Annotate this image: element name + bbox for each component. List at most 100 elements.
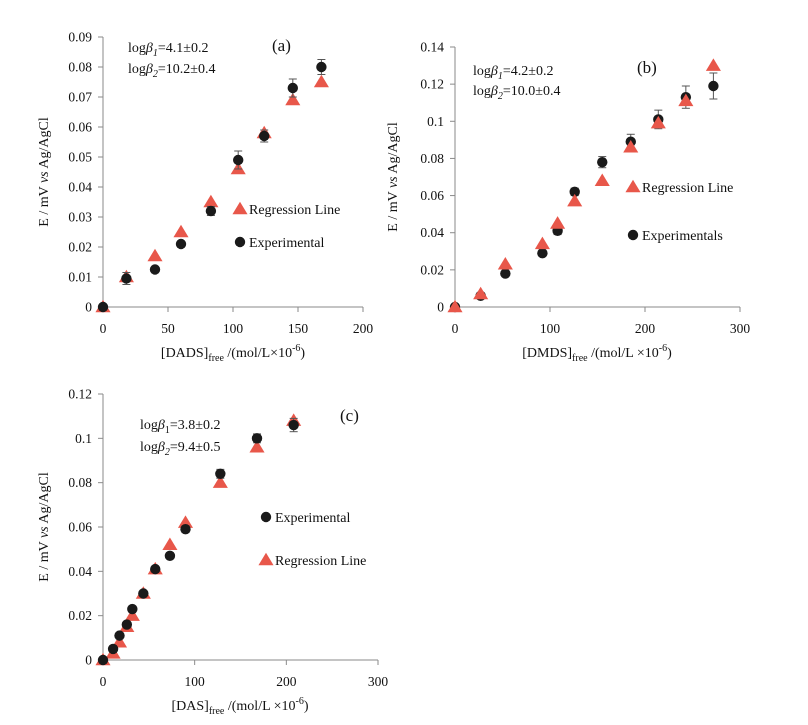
data-point-circle	[233, 154, 244, 166]
y-tick-label: 0.06	[68, 520, 92, 535]
data-point-triangle	[705, 58, 721, 71]
data-point-circle	[164, 550, 176, 562]
data-point-circle	[149, 264, 161, 275]
data-point-circle	[288, 419, 299, 431]
data-point-circle	[287, 82, 298, 94]
y-tick-label: 0.04	[68, 564, 92, 579]
data-point-circle	[708, 80, 719, 92]
data-point-circle	[97, 654, 109, 666]
panel-label: (c)	[340, 406, 359, 425]
x-tick-label: 200	[276, 674, 297, 689]
data-point-circle	[205, 205, 217, 217]
y-tick-label: 0	[437, 300, 444, 315]
data-point-circle	[259, 130, 270, 142]
legend-label: Experimentals	[642, 229, 723, 244]
x-tick-label: 0	[100, 674, 107, 689]
x-tick-label: 0	[100, 321, 107, 336]
data-point-circle	[121, 273, 132, 284]
data-point-triangle	[678, 93, 694, 107]
y-tick-label: 0.02	[68, 240, 92, 255]
data-point-triangle	[212, 475, 228, 488]
x-tick-label: 300	[368, 674, 389, 689]
x-axis-label: [DMDS]free /(mol/L ×10-6)	[522, 343, 672, 364]
y-tick-label: 0.09	[68, 30, 92, 45]
y-tick-label: 0.05	[68, 150, 92, 165]
x-tick-label: 0	[452, 321, 459, 336]
data-point-circle	[150, 563, 161, 575]
y-tick-label: 0.07	[68, 90, 92, 105]
y-tick-label: 0.06	[68, 120, 92, 135]
legend-marker-triangle	[258, 552, 274, 566]
annotation-line-2: logβ2=10.0±0.4	[473, 84, 560, 102]
data-point-triangle	[534, 236, 550, 250]
y-axis-label: E / mV vs Ag/AgCl	[386, 122, 401, 232]
data-point-triangle	[497, 257, 513, 270]
y-tick-label: 0.1	[427, 114, 444, 129]
y-tick-label: 0.06	[420, 188, 444, 203]
y-tick-label: 0	[85, 300, 92, 315]
data-point-circle	[215, 468, 226, 479]
annotation-line-1: logβ1=3.8±0.2	[140, 418, 220, 436]
data-point-circle	[500, 268, 511, 279]
chart-panel-3: 0 0.02 0.04 0.06 0.08 0.1 0.12 0 100 200 300 E / mV…	[37, 387, 388, 718]
x-tick-label: 150	[288, 321, 309, 336]
chart-panel-2: 0 0.02 0.04 0.06 0.08 0.1 0.12 0.14 0 100 200 300 E …	[386, 40, 750, 365]
data-point-circle	[127, 603, 138, 615]
x-tick-label: 100	[185, 674, 206, 689]
data-point-circle	[107, 643, 119, 655]
data-point-triangle	[285, 92, 301, 106]
data-point-circle	[316, 61, 327, 73]
data-point-triangle	[594, 173, 610, 186]
data-point-circle	[175, 238, 187, 250]
data-point-circle	[597, 156, 608, 168]
data-point-triangle	[473, 286, 489, 300]
y-tick-label: 0.1	[75, 431, 92, 446]
x-tick-label: 300	[730, 321, 751, 336]
data-point-triangle	[623, 140, 639, 153]
y-tick-label: 0.04	[420, 225, 444, 240]
legend-label: Experimental	[275, 511, 351, 526]
data-point-triangle	[567, 193, 583, 207]
data-point-triangle	[313, 74, 329, 88]
series-triangle	[447, 58, 721, 313]
legend-marker-triangle	[625, 179, 641, 193]
panel-label: (a)	[272, 36, 291, 55]
annotation-line-1: logβ1=4.2±0.2	[473, 64, 553, 82]
data-point-circle	[97, 301, 109, 313]
data-point-circle	[537, 247, 548, 259]
y-tick-label: 0.02	[68, 608, 92, 623]
panel-label: (b)	[637, 58, 657, 77]
data-point-triangle	[550, 216, 566, 229]
legend-marker-circle	[260, 511, 272, 523]
y-tick-label: 0.08	[68, 475, 92, 490]
annotation-line-2: logβ2=10.2±0.4	[128, 62, 215, 80]
data-point-triangle	[650, 115, 666, 129]
x-tick-label: 50	[161, 321, 175, 336]
legend-marker-circle	[627, 229, 639, 241]
data-point-circle	[138, 588, 149, 599]
data-point-circle	[180, 524, 191, 535]
annotation-line-1: logβ1=4.1±0.2	[128, 41, 208, 59]
annotation-line-2: logβ2=9.4±0.5	[140, 440, 220, 458]
data-point-triangle	[447, 299, 463, 313]
data-point-triangle	[173, 224, 189, 238]
x-tick-label: 100	[223, 321, 244, 336]
series-circle	[97, 417, 299, 666]
legend-marker-triangle	[232, 201, 248, 215]
data-point-circle	[114, 630, 125, 641]
series-circle	[97, 59, 327, 313]
data-point-triangle	[147, 248, 163, 262]
legend-label: Experimental	[249, 236, 325, 251]
y-tick-label: 0	[85, 653, 92, 668]
data-point-triangle	[111, 635, 128, 648]
y-axis-label: E / mV vs Ag/AgCl	[37, 472, 52, 582]
legend-label: Regression Line	[249, 203, 340, 218]
data-point-triangle	[124, 608, 140, 621]
data-point-triangle	[249, 439, 265, 453]
y-axis-label: E / mV vs Ag/AgCl	[37, 117, 52, 227]
y-tick-label: 0.14	[420, 40, 444, 55]
y-tick-label: 0.08	[420, 151, 444, 166]
y-tick-label: 0.12	[420, 77, 444, 92]
y-tick-label: 0.12	[68, 387, 92, 402]
